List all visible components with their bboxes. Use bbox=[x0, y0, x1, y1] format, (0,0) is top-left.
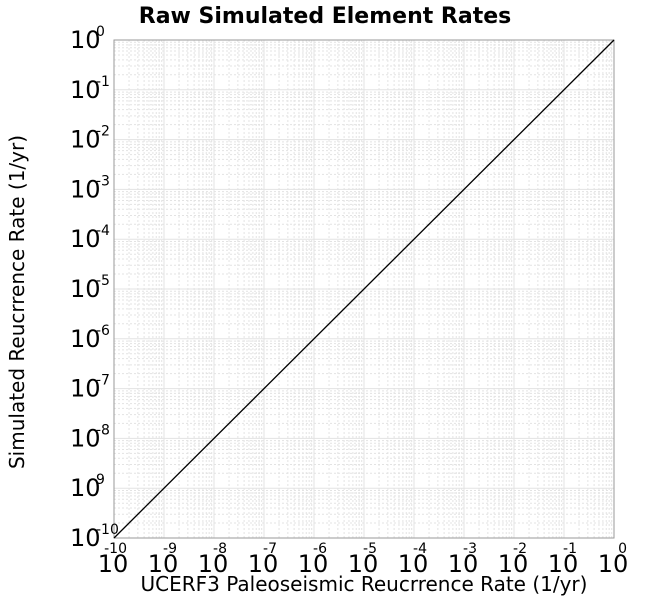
x-tick-base: 10 bbox=[498, 550, 529, 578]
x-tick-base: 10 bbox=[598, 550, 629, 578]
y-tick-exponent: -5 bbox=[96, 273, 110, 289]
y-tick-label: 10-5 bbox=[70, 273, 110, 303]
x-tick-base: 10 bbox=[198, 550, 229, 578]
y-tick-label: 10-4 bbox=[70, 223, 110, 253]
y-tick-exponent: -10 bbox=[96, 522, 119, 538]
x-tick-label: 10-8 bbox=[198, 541, 229, 578]
x-tick-label: 10-3 bbox=[448, 541, 479, 578]
x-tick-label: 100 bbox=[598, 541, 629, 578]
y-axis-label: Simulated Reucrrence Rate (1/yr) bbox=[5, 135, 29, 469]
x-tick-label: 10-4 bbox=[398, 541, 429, 578]
x-tick-label: 10-1 bbox=[548, 541, 579, 578]
x-tick-exponent: -8 bbox=[213, 541, 227, 557]
y-tick-exponent: -2 bbox=[96, 124, 110, 140]
x-tick-label: 10-9 bbox=[148, 541, 179, 578]
y-tick-exponent: -8 bbox=[96, 422, 110, 438]
x-tick-base: 10 bbox=[98, 550, 129, 578]
x-tick-base: 10 bbox=[248, 550, 279, 578]
y-tick-base: 10 bbox=[70, 225, 101, 253]
x-tick-label: 10-6 bbox=[298, 541, 329, 578]
y-tick-label: 10-10 bbox=[70, 522, 119, 552]
x-tick-base: 10 bbox=[298, 550, 329, 578]
chart-title: Raw Simulated Element Rates bbox=[139, 4, 511, 29]
y-tick-label: 10-3 bbox=[70, 173, 110, 203]
x-tick-label: 10-2 bbox=[498, 541, 529, 578]
y-tick-base: 10 bbox=[70, 325, 101, 353]
x-tick-label: 10-5 bbox=[348, 541, 379, 578]
x-axis-ticks: 10-1010-910-810-710-610-510-410-310-210-… bbox=[98, 541, 629, 578]
series-layer bbox=[113, 39, 615, 539]
x-tick-base: 10 bbox=[398, 550, 429, 578]
y-tick-label: 100 bbox=[70, 24, 105, 54]
y-tick-label: 10-1 bbox=[70, 74, 110, 104]
y-tick-exponent: -7 bbox=[96, 373, 110, 389]
x-tick-base: 10 bbox=[148, 550, 179, 578]
y-tick-exponent: -1 bbox=[96, 74, 110, 90]
y-tick-exponent: -6 bbox=[96, 323, 110, 339]
y-tick-exponent: -3 bbox=[96, 173, 110, 189]
y-tick-label: 10-7 bbox=[70, 373, 110, 403]
y-tick-base: 10 bbox=[70, 474, 101, 502]
y-tick-label: 10-8 bbox=[70, 422, 110, 452]
y-tick-base: 10 bbox=[70, 375, 101, 403]
y-tick-base: 10 bbox=[70, 175, 101, 203]
x-axis-label: UCERF3 Paleoseismic Reucrrence Rate (1/y… bbox=[141, 572, 588, 596]
y-tick-exponent: 0 bbox=[96, 24, 105, 40]
series-line bbox=[113, 39, 615, 539]
x-tick-exponent: -2 bbox=[513, 541, 527, 557]
x-tick-exponent: 0 bbox=[618, 541, 627, 557]
x-tick-exponent: -9 bbox=[163, 541, 177, 557]
y-axis-ticks: 10-1010910-810-710-610-510-410-310-210-1… bbox=[70, 24, 119, 552]
x-tick-exponent: -5 bbox=[363, 541, 377, 557]
x-tick-label: 10-10 bbox=[98, 541, 129, 578]
plot-area bbox=[113, 39, 615, 539]
x-tick-exponent: -6 bbox=[313, 541, 327, 557]
y-tick-base: 10 bbox=[70, 26, 101, 54]
y-tick-exponent: -4 bbox=[96, 223, 110, 239]
y-tick-label: 10-2 bbox=[70, 124, 110, 154]
y-tick-exponent: 9 bbox=[96, 472, 105, 488]
x-tick-exponent: -3 bbox=[463, 541, 477, 557]
y-tick-base: 10 bbox=[70, 126, 101, 154]
x-tick-base: 10 bbox=[448, 550, 479, 578]
x-tick-base: 10 bbox=[548, 550, 579, 578]
plot-frame bbox=[113, 39, 615, 539]
x-tick-base: 10 bbox=[348, 550, 379, 578]
y-tick-base: 10 bbox=[70, 76, 101, 104]
grid bbox=[113, 40, 614, 539]
y-tick-base: 10 bbox=[70, 275, 101, 303]
x-tick-exponent: -7 bbox=[263, 541, 277, 557]
x-tick-exponent: -1 bbox=[563, 541, 577, 557]
y-tick-label: 10-6 bbox=[70, 323, 110, 353]
y-tick-base: 10 bbox=[70, 424, 101, 452]
x-tick-exponent: -10 bbox=[104, 541, 127, 557]
x-tick-label: 10-7 bbox=[248, 541, 279, 578]
x-tick-exponent: -4 bbox=[413, 541, 427, 557]
y-tick-label: 109 bbox=[70, 472, 105, 502]
y-tick-base: 10 bbox=[70, 524, 101, 552]
